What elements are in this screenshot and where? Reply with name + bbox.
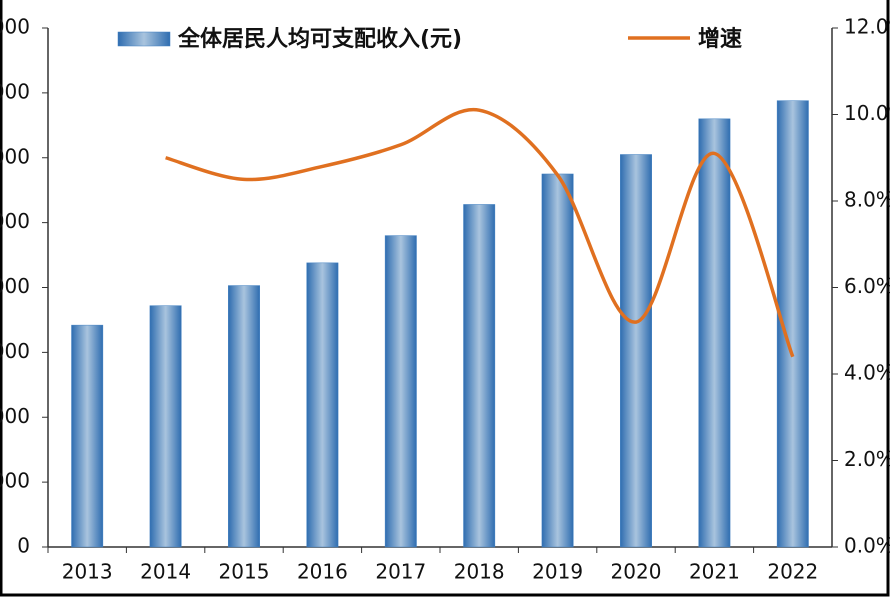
- bar: [541, 173, 574, 548]
- bar: [149, 305, 182, 548]
- line: [165, 107, 795, 358]
- x-tick-label: 2019: [532, 560, 583, 584]
- y2-tick-label: 0.0%: [844, 534, 890, 558]
- y2-tick-label: 2.0%: [844, 447, 890, 471]
- y-tick-label: 0: [17, 534, 30, 558]
- y2-tick-label: 10.0%: [844, 101, 890, 125]
- x-tick-label: 2022: [767, 560, 818, 584]
- x-tick-label: 2015: [219, 560, 270, 584]
- y-tick-label: 70000: [0, 79, 30, 103]
- legend-label: 全体居民人均可支配收入(元): [177, 26, 462, 52]
- x-tick-label: 2013: [62, 560, 113, 584]
- x-tick-label: 2016: [297, 560, 348, 584]
- y-tick-label: 20000: [0, 404, 30, 428]
- bar: [71, 324, 104, 548]
- y-tick-label: 80000: [0, 15, 30, 39]
- y-tick-label: 60000: [0, 144, 30, 168]
- bar: [306, 262, 339, 548]
- bar: [698, 118, 731, 548]
- x-tick-label: 2018: [454, 560, 505, 584]
- x-tick-label: 2020: [611, 560, 662, 584]
- y2-tick-label: 6.0%: [844, 274, 890, 298]
- bar: [620, 154, 652, 548]
- y-tick-label: 10000: [0, 469, 30, 493]
- x-tick-label: 2017: [375, 560, 426, 584]
- x-tick-label: 2014: [140, 560, 191, 584]
- x-tick-label: 2021: [689, 560, 740, 584]
- legend-swatch: [117, 31, 171, 47]
- bar: [463, 204, 496, 548]
- bar: [228, 285, 260, 548]
- y-tick-label: 30000: [0, 339, 30, 363]
- bar: [384, 235, 417, 548]
- y2-tick-label: 8.0%: [844, 188, 890, 212]
- y2-tick-label: 4.0%: [844, 361, 890, 385]
- y-tick-label: 50000: [0, 209, 30, 233]
- legend-label: 增速: [698, 26, 742, 52]
- y2-tick-label: 12.0%: [844, 15, 890, 39]
- y-tick-label: 40000: [0, 274, 30, 298]
